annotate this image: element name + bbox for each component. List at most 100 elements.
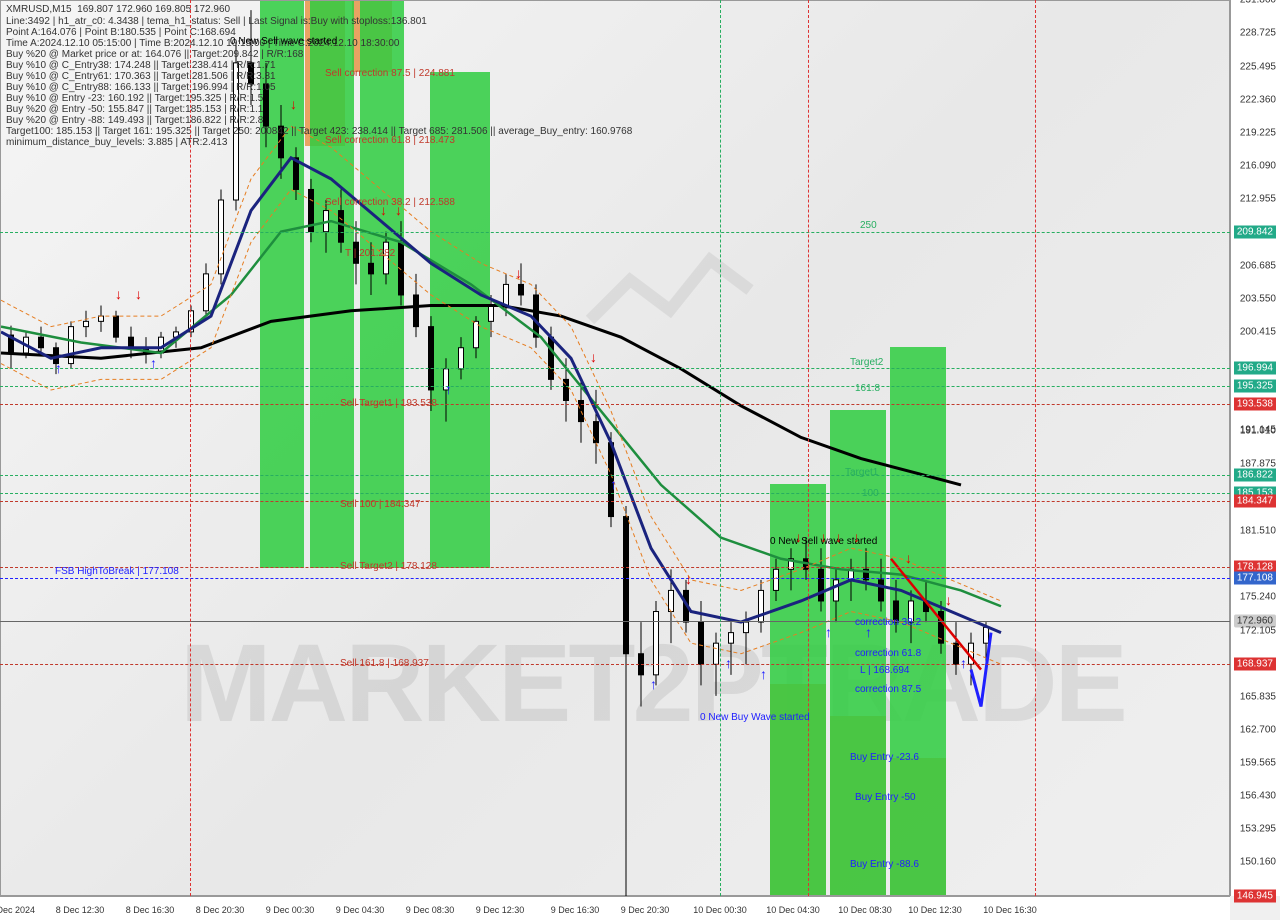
info-line: Buy %20 @ Entry -50: 155.847 || Target:1… <box>6 104 263 115</box>
x-tick: 9 Dec 08:30 <box>406 905 455 915</box>
arrow-down-icon: ↓ <box>945 592 952 608</box>
overlay-label: Buy Entry -50 <box>855 792 916 803</box>
hline <box>0 567 1230 568</box>
arrow-down-icon: ↓ <box>135 286 142 302</box>
y-tick: 186.822 <box>1234 469 1276 482</box>
info-line: Buy %10 @ C_Entry88: 166.133 || Target:1… <box>6 82 276 93</box>
overlay-label: Sell Target1 | 193.538 <box>340 398 437 409</box>
y-tick: 193.538 <box>1234 398 1276 411</box>
arrow-up-icon: ↑ <box>55 360 62 376</box>
info-line: Buy %20 @ Entry -88: 149.493 || Target:1… <box>6 115 263 126</box>
info-line: minimum_distance_buy_levels: 3.885 | ATR… <box>6 137 227 148</box>
arrow-up-icon: ↑ <box>610 476 617 492</box>
hline <box>0 232 1230 233</box>
y-tick: 156.430 <box>1240 790 1276 801</box>
y-tick: 175.240 <box>1240 592 1276 603</box>
y-tick: 209.842 <box>1234 226 1276 239</box>
overlay-label: correction 61.8 <box>855 648 921 659</box>
info-line: Buy %10 @ C_Entry38: 174.248 || Target:2… <box>6 60 276 71</box>
x-tick: 10 Dec 00:30 <box>693 905 747 915</box>
arrow-up-icon: ↑ <box>825 624 832 640</box>
y-tick: 216.090 <box>1240 161 1276 172</box>
arrow-down-icon: ↓ <box>905 550 912 566</box>
hline <box>0 404 1230 405</box>
x-tick: 8 Dec 12:30 <box>56 905 105 915</box>
chart-container: MARKET2PTRADE 231.860228.725225.495222.3… <box>0 0 1280 920</box>
hline <box>0 621 1230 622</box>
overlay-label: 0 New Buy Wave started <box>700 712 810 723</box>
x-tick: 9 Dec 16:30 <box>551 905 600 915</box>
x-tick: 10 Dec 16:30 <box>983 905 1037 915</box>
x-tick: 10 Dec 12:30 <box>908 905 962 915</box>
arrow-up-icon: ↑ <box>865 624 872 640</box>
y-tick: 196.994 <box>1234 361 1276 374</box>
overlay-label: Sell Target2 | 178.128 <box>340 561 437 572</box>
y-axis: 231.860228.725225.495222.360219.225216.0… <box>1230 0 1280 896</box>
hline <box>0 501 1230 502</box>
overlay-label: L | 168.694 <box>860 665 910 676</box>
overlay-label: Sell correction 87.5 | 224.881 <box>325 68 455 79</box>
y-tick: 184.347 <box>1234 495 1276 508</box>
y-tick: 191.010 <box>1240 426 1276 437</box>
x-tick: 10 Dec 08:30 <box>838 905 892 915</box>
arrow-down-icon: ↓ <box>795 529 802 545</box>
overlay-label: Sell 161.8 | 168.937 <box>340 658 429 669</box>
y-tick: 165.835 <box>1240 691 1276 702</box>
arrow-down-icon: ↓ <box>590 349 597 365</box>
arrow-up-icon: ↑ <box>960 655 967 671</box>
overlay-label: Target2 <box>850 357 883 368</box>
arrow-down-icon: ↓ <box>115 286 122 302</box>
overlay-label: Buy Entry -23.6 <box>850 752 919 763</box>
arrow-down-icon: ↓ <box>853 529 860 545</box>
hline-label: 250 <box>860 220 877 231</box>
x-tick: 9 Dec 20:30 <box>621 905 670 915</box>
info-line: Line:3492 | h1_atr_c0: 4.3438 | tema_h1_… <box>6 16 427 27</box>
y-tick: 177.108 <box>1234 571 1276 584</box>
y-tick: 162.700 <box>1240 724 1276 735</box>
overlay-label: 100 <box>862 488 879 499</box>
vline <box>190 0 191 896</box>
chart-title: XMRUSD,M15 169.807 172.960 169.805 172.9… <box>6 4 230 15</box>
arrow-down-icon: ↓ <box>820 529 827 545</box>
info-line: Time A:2024.12.10 05:15:00 | Time B:2024… <box>6 38 399 49</box>
info-line: Buy %10 @ Entry -23: 160.192 || Target:1… <box>6 93 263 104</box>
overlay-label: Target1 <box>845 467 878 478</box>
arrow-up-icon: ↑ <box>725 655 732 671</box>
arrow-down-icon: ↓ <box>685 571 692 587</box>
y-tick: 150.160 <box>1240 857 1276 868</box>
y-tick: 195.325 <box>1234 379 1276 392</box>
overlay-label: Buy Entry -88.6 <box>850 859 919 870</box>
overlay-label: Sell 100 | 184.347 <box>340 499 420 510</box>
hline <box>0 578 1230 579</box>
y-tick: 212.955 <box>1240 194 1276 205</box>
y-tick: 159.565 <box>1240 757 1276 768</box>
x-tick: 9 Dec 12:30 <box>476 905 525 915</box>
hline <box>0 493 1230 494</box>
y-tick: 181.510 <box>1240 526 1276 537</box>
overlay-label: correction 87.5 <box>855 684 921 695</box>
arrow-up-icon: ↑ <box>760 666 767 682</box>
hline-label: FSB HighToBreak | 177.108 <box>55 566 179 577</box>
overlay-label: Sell correction 38.2 | 212.588 <box>325 197 455 208</box>
info-line: Buy %20 @ Market price or at: 164.076 ||… <box>6 49 303 60</box>
y-tick: 168.937 <box>1234 657 1276 670</box>
x-tick: 9 Dec 04:30 <box>336 905 385 915</box>
x-tick: 8 Dec 16:30 <box>126 905 175 915</box>
y-tick: 203.550 <box>1240 293 1276 304</box>
y-tick: 225.495 <box>1240 62 1276 73</box>
overlay-label: T | 201.282 <box>345 248 395 259</box>
y-tick: 222.360 <box>1240 95 1276 106</box>
arrow-down-icon: ↓ <box>395 202 402 218</box>
vline <box>1035 0 1036 896</box>
hline <box>0 386 1230 387</box>
vline <box>720 0 721 896</box>
y-tick: 146.945 <box>1234 890 1276 903</box>
info-line: Point A:164.076 | Point B:180.535 | Poin… <box>6 27 236 38</box>
arrow-up-icon: ↑ <box>445 381 452 397</box>
hline <box>0 368 1230 369</box>
arrow-down-icon: ↓ <box>380 202 387 218</box>
y-tick: 206.685 <box>1240 260 1276 271</box>
y-tick: 153.295 <box>1240 823 1276 834</box>
x-tick: 9 Dec 00:30 <box>266 905 315 915</box>
y-tick: 231.860 <box>1240 0 1276 6</box>
